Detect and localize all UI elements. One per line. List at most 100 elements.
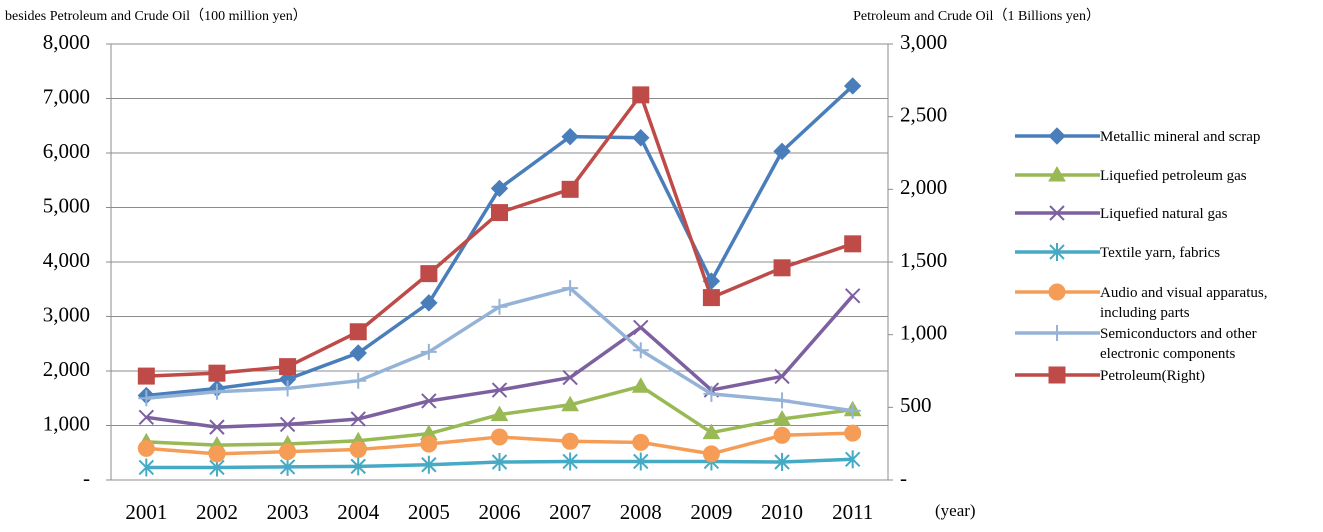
point — [420, 265, 438, 283]
point — [702, 445, 720, 463]
point — [562, 452, 578, 471]
legend-swatch — [1015, 366, 1100, 384]
point — [349, 323, 367, 341]
y-tick-label: 5,000 — [43, 193, 90, 217]
point — [844, 288, 861, 304]
x-tick-label: 2001 — [125, 500, 167, 524]
legend-item: Textile yarn, fabrics — [1015, 243, 1315, 292]
point — [632, 433, 650, 451]
y-tick-label: 1,000 — [43, 411, 90, 435]
point — [491, 298, 508, 315]
y2-tick-label: 1,500 — [900, 248, 947, 272]
y-axis-title: besides Petroleum and Crude Oil（100 mill… — [5, 8, 307, 24]
series — [137, 77, 862, 405]
legend-marker — [1049, 205, 1065, 221]
legend-swatch — [1015, 165, 1100, 182]
point — [702, 423, 721, 440]
legend-label: Liquefied natural gas — [1100, 206, 1228, 222]
point — [208, 364, 226, 382]
legend-label: Audio and visual apparatus, including pa… — [1100, 285, 1268, 321]
point — [774, 392, 791, 409]
x-tick-label: 2003 — [267, 500, 309, 524]
y2-tick-label: 500 — [900, 393, 932, 417]
x-tick-label: 2009 — [690, 500, 732, 524]
point — [844, 402, 861, 419]
point — [773, 259, 791, 277]
y-tick-label: 6,000 — [43, 139, 90, 163]
legend-marker — [1049, 325, 1065, 341]
point — [350, 457, 366, 476]
legend-item: Liquefied petroleum gas — [1015, 165, 1315, 215]
legend-swatch — [1015, 283, 1100, 301]
y2-tick-label: 2,500 — [900, 102, 947, 126]
point — [208, 383, 225, 400]
y2-tick-label: 1,000 — [900, 320, 947, 344]
point — [490, 179, 509, 198]
point — [137, 439, 155, 457]
point — [773, 409, 791, 426]
point — [279, 358, 297, 376]
point — [843, 77, 862, 95]
y-tick-label: 2,000 — [43, 357, 90, 381]
point — [209, 419, 225, 435]
legend-swatch — [1015, 243, 1100, 261]
y-tick-label: 4,000 — [43, 248, 90, 272]
point — [562, 280, 579, 297]
point — [774, 368, 790, 385]
legend-marker — [1048, 127, 1066, 145]
legend-label: Liquefied petroleum gas — [1100, 168, 1247, 184]
x-tick-label: 2005 — [408, 500, 450, 524]
point — [349, 344, 367, 362]
point — [137, 367, 155, 385]
point — [491, 428, 508, 446]
point — [421, 393, 437, 409]
y2-axis-title: Petroleum and Crude Oil（1 Billions yen） — [853, 8, 1100, 24]
point — [632, 86, 650, 104]
point — [561, 180, 579, 198]
point — [138, 390, 155, 407]
legend-marker — [1048, 283, 1066, 301]
point — [773, 142, 791, 161]
legend-marker — [1048, 165, 1066, 182]
point — [491, 382, 508, 398]
y2-tick-label: 2,000 — [900, 175, 947, 199]
y-tick-label: 7,000 — [43, 84, 90, 108]
point — [138, 458, 155, 477]
legend-swatch — [1015, 127, 1100, 145]
point — [491, 204, 508, 222]
legend-item: Audio and visual apparatus, including pa… — [1015, 283, 1315, 332]
point — [279, 416, 296, 433]
point — [774, 453, 790, 472]
point — [561, 127, 579, 146]
point — [279, 380, 296, 397]
point — [631, 377, 650, 393]
point — [633, 319, 649, 336]
legend-label: Textile yarn, fabrics — [1100, 245, 1221, 261]
point — [844, 235, 862, 253]
point — [208, 445, 226, 463]
series — [137, 424, 862, 463]
point — [491, 453, 508, 472]
y-tick-label: 3,000 — [43, 302, 90, 326]
x-tick-label: 2004 — [337, 500, 380, 524]
y2-tick-label: 3,000 — [900, 30, 947, 54]
point — [561, 432, 579, 450]
point — [421, 455, 437, 474]
point — [773, 426, 791, 444]
y-tick-label: 8,000 — [43, 30, 90, 54]
legend-item: Metallic mineral and scrap — [1015, 127, 1315, 176]
x-tick-label: 2008 — [620, 500, 662, 524]
point — [350, 411, 366, 427]
series — [138, 288, 861, 435]
point — [632, 342, 649, 359]
legend-label: Petroleum(Right) — [1100, 368, 1205, 384]
x-tick-label: 2007 — [549, 500, 591, 524]
x-tick-label: 2010 — [761, 500, 803, 524]
point — [844, 424, 862, 442]
point — [420, 435, 438, 453]
point — [844, 450, 861, 469]
line — [146, 93, 854, 378]
point — [703, 385, 720, 402]
legend-marker — [1048, 366, 1066, 384]
